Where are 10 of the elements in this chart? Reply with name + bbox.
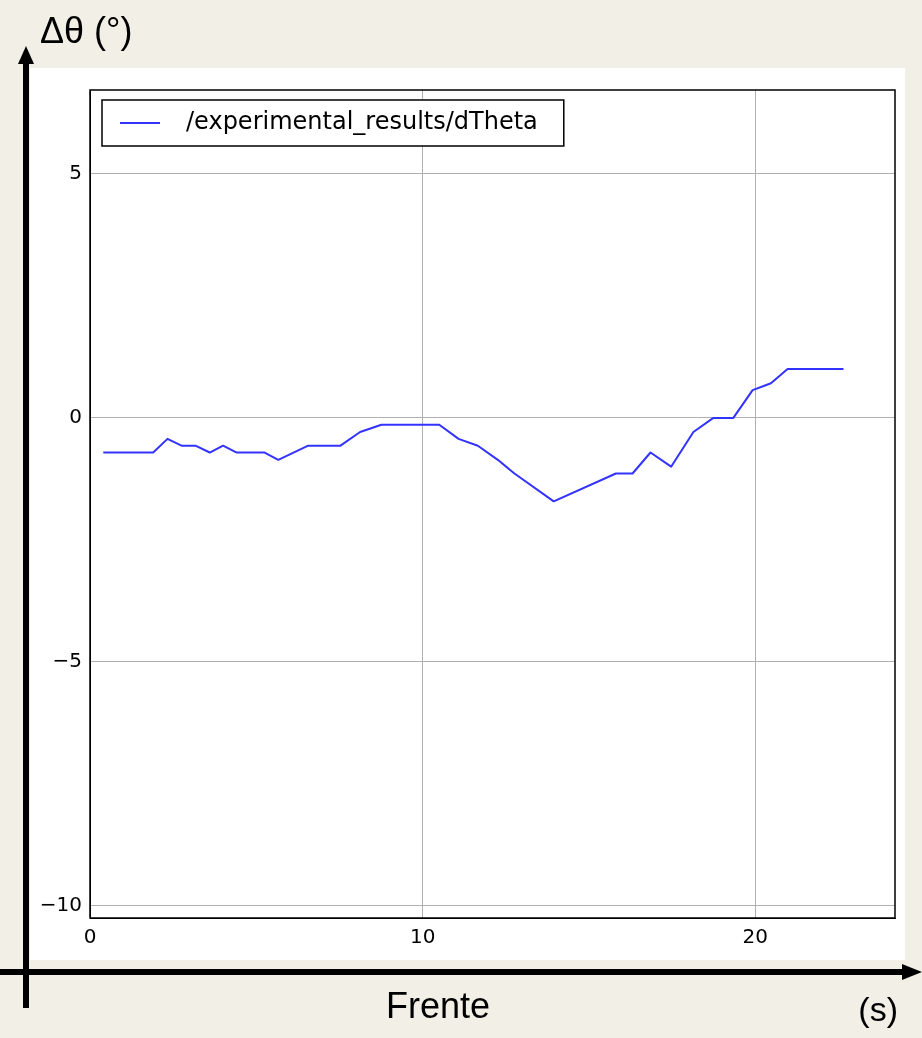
y-axis-title: Δθ (°) xyxy=(40,10,133,52)
y-tick-label: −10 xyxy=(39,892,82,917)
x-tick-label: 20 xyxy=(742,924,769,949)
x-axis-title: Frente xyxy=(386,985,491,1027)
y-tick-label: −5 xyxy=(52,648,82,673)
legend-label: /experimental_results/dTheta xyxy=(186,107,538,136)
text: (s) xyxy=(858,990,898,1029)
y-tick-label: 5 xyxy=(69,160,82,185)
x-tick-label: 10 xyxy=(409,924,436,949)
y-tick-label: 0 xyxy=(69,404,82,429)
